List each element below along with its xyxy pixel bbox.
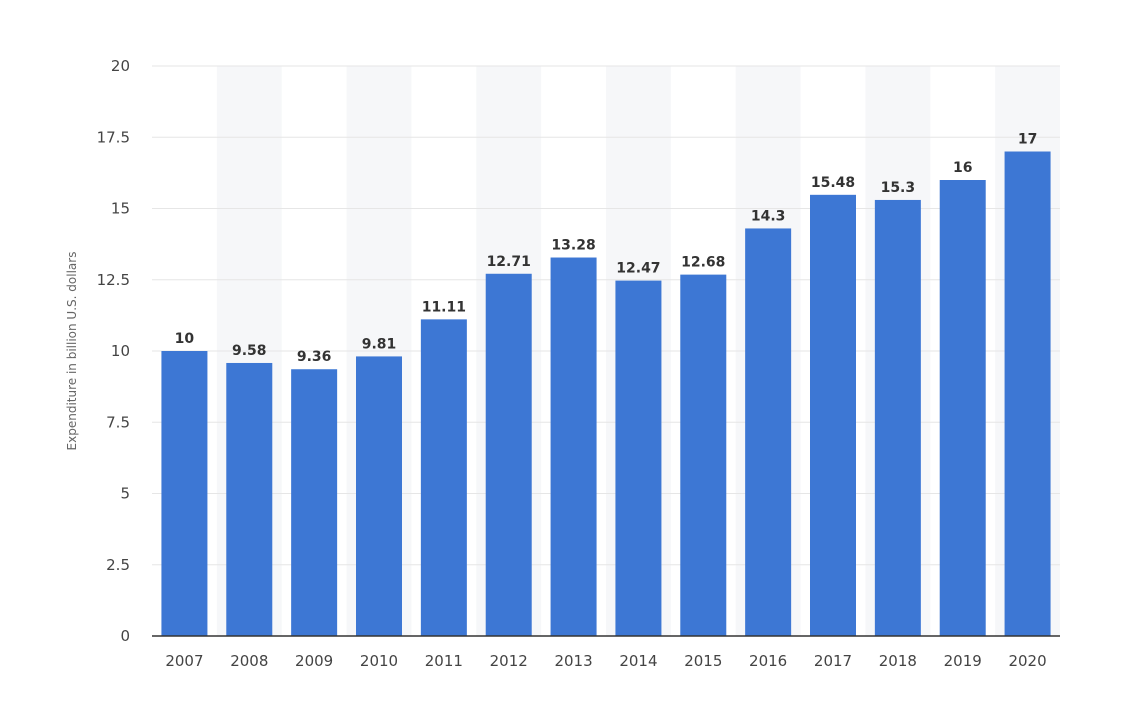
bar (810, 194, 856, 636)
data-label: 15.48 (811, 175, 855, 191)
x-tick-label: 2017 (814, 652, 852, 670)
x-tick-label: 2019 (944, 652, 982, 670)
data-label: 12.47 (616, 261, 660, 277)
x-tick-label: 2011 (425, 652, 463, 670)
bar (420, 319, 467, 636)
y-tick-label: 15 (111, 200, 130, 218)
bar (680, 274, 727, 636)
bar (745, 228, 792, 636)
x-tick-label: 2007 (165, 652, 203, 670)
y-tick-label: 10 (111, 342, 130, 360)
y-tick-label: 12.5 (97, 271, 130, 289)
data-label: 9.81 (362, 336, 397, 352)
data-label: 12.71 (487, 254, 531, 270)
bar (226, 362, 273, 636)
bar (291, 369, 338, 636)
y-tick-label: 17.5 (97, 128, 130, 146)
y-tick-label: 0 (120, 627, 130, 645)
data-label: 17 (1018, 132, 1037, 148)
bar (615, 280, 662, 636)
data-label: 11.11 (422, 299, 466, 315)
data-label: 12.68 (681, 255, 725, 271)
y-axis-ticks: 0 2.5 5 7.5 10 12.5 15 17.5 20 (97, 57, 130, 645)
x-tick-label: 2018 (879, 652, 917, 670)
y-axis-title: Expenditure in billion U.S. dollars (65, 252, 79, 451)
data-label: 10 (175, 331, 195, 347)
bar (161, 351, 208, 636)
x-tick-label: 2008 (230, 652, 268, 670)
x-axis-ticks: 2007 2008 2009 2010 2011 2012 2013 2014 2015 2016… (165, 652, 1046, 670)
y-tick-label: 5 (120, 485, 130, 503)
data-label: 13.28 (551, 238, 595, 254)
y-tick-label: 7.5 (106, 413, 130, 431)
bar (874, 199, 921, 636)
y-tick-label: 2.5 (106, 556, 130, 574)
bar (550, 257, 597, 636)
data-label: 14.3 (751, 208, 786, 224)
bar (485, 273, 532, 636)
y-tick-label: 20 (111, 57, 130, 75)
x-tick-label: 2014 (619, 652, 657, 670)
x-tick-label: 2015 (684, 652, 722, 670)
bar (356, 356, 402, 636)
data-label: 15.3 (881, 180, 916, 196)
x-tick-label: 2009 (295, 652, 333, 670)
data-label: 16 (953, 160, 972, 176)
bar (939, 180, 986, 636)
bar (1004, 151, 1051, 636)
data-labels: 10 9.58 9.36 9.81 11.11 12.71 13.28 12.47 12.68 1… (175, 132, 1038, 366)
x-tick-label: 2016 (749, 652, 787, 670)
bars (161, 151, 1051, 636)
x-tick-label: 2013 (554, 652, 592, 670)
data-label: 9.58 (232, 343, 267, 359)
x-tick-label: 2012 (490, 652, 528, 670)
x-tick-label: 2020 (1008, 652, 1046, 670)
data-label: 9.36 (297, 349, 332, 365)
x-tick-label: 2010 (360, 652, 398, 670)
